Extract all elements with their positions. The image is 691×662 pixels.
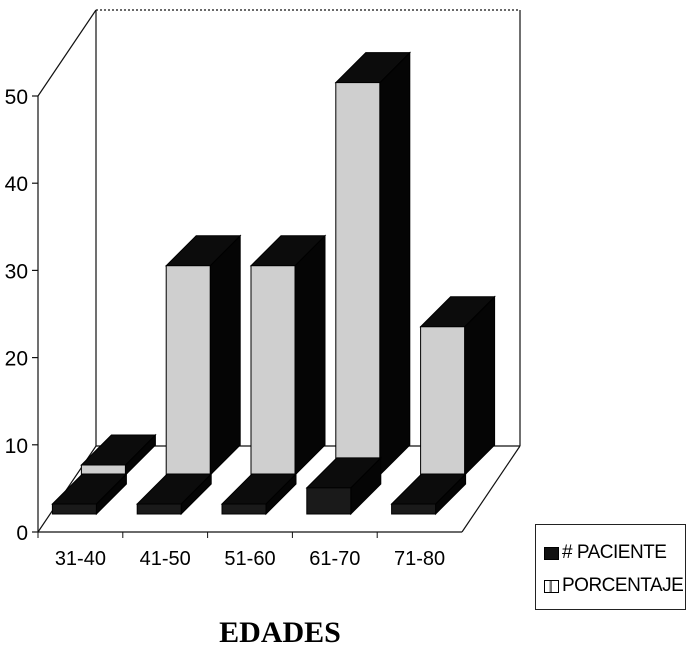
legend-entry-porcentaje: PORCENTAJE [544,575,684,597]
bar-side [464,295,496,477]
legend-entry-paciente: # PACIENTE [544,542,667,564]
bar [51,503,97,515]
bar-side [379,51,411,477]
y-tick-label: 10 [5,435,28,458]
side-wall-top-edge [37,9,97,97]
bar-group [51,51,496,516]
x-axis-title: EDADES [219,616,341,649]
x-tick-label: 61-70 [309,548,360,570]
bar [335,82,381,476]
legend-swatch-porcentaje [544,579,559,593]
x-axis-ticks: 31-40 41-50 51-60 61-70 71-80 [37,532,445,570]
legend-swatch-paciente [544,546,559,560]
y-tick-label: 20 [5,348,28,371]
floor-right-edge [461,445,521,533]
bar [165,265,211,476]
y-tick-label: 30 [5,260,28,283]
legend-label-paciente: # PACIENTE [562,542,667,563]
bar [221,503,267,515]
x-tick-label: 51-60 [224,548,275,570]
bar [420,326,466,476]
x-tick-label: 71-80 [394,548,445,570]
legend: # PACIENTE PORCENTAJE [535,524,686,610]
bar [250,265,296,476]
bar-side [209,234,241,477]
legend-label-porcentaje: PORCENTAJE [562,575,684,596]
bar-side [294,234,326,477]
x-tick-label: 41-50 [140,548,191,570]
bar [136,503,182,515]
y-tick-label: 40 [5,173,28,196]
y-axis-ticks: 0 10 20 30 40 50 [5,86,38,545]
bar [391,503,437,515]
y-tick-label: 50 [5,86,28,109]
x-tick-label: 31-40 [55,548,106,570]
bar [306,487,352,515]
y-tick-label: 0 [16,522,28,545]
